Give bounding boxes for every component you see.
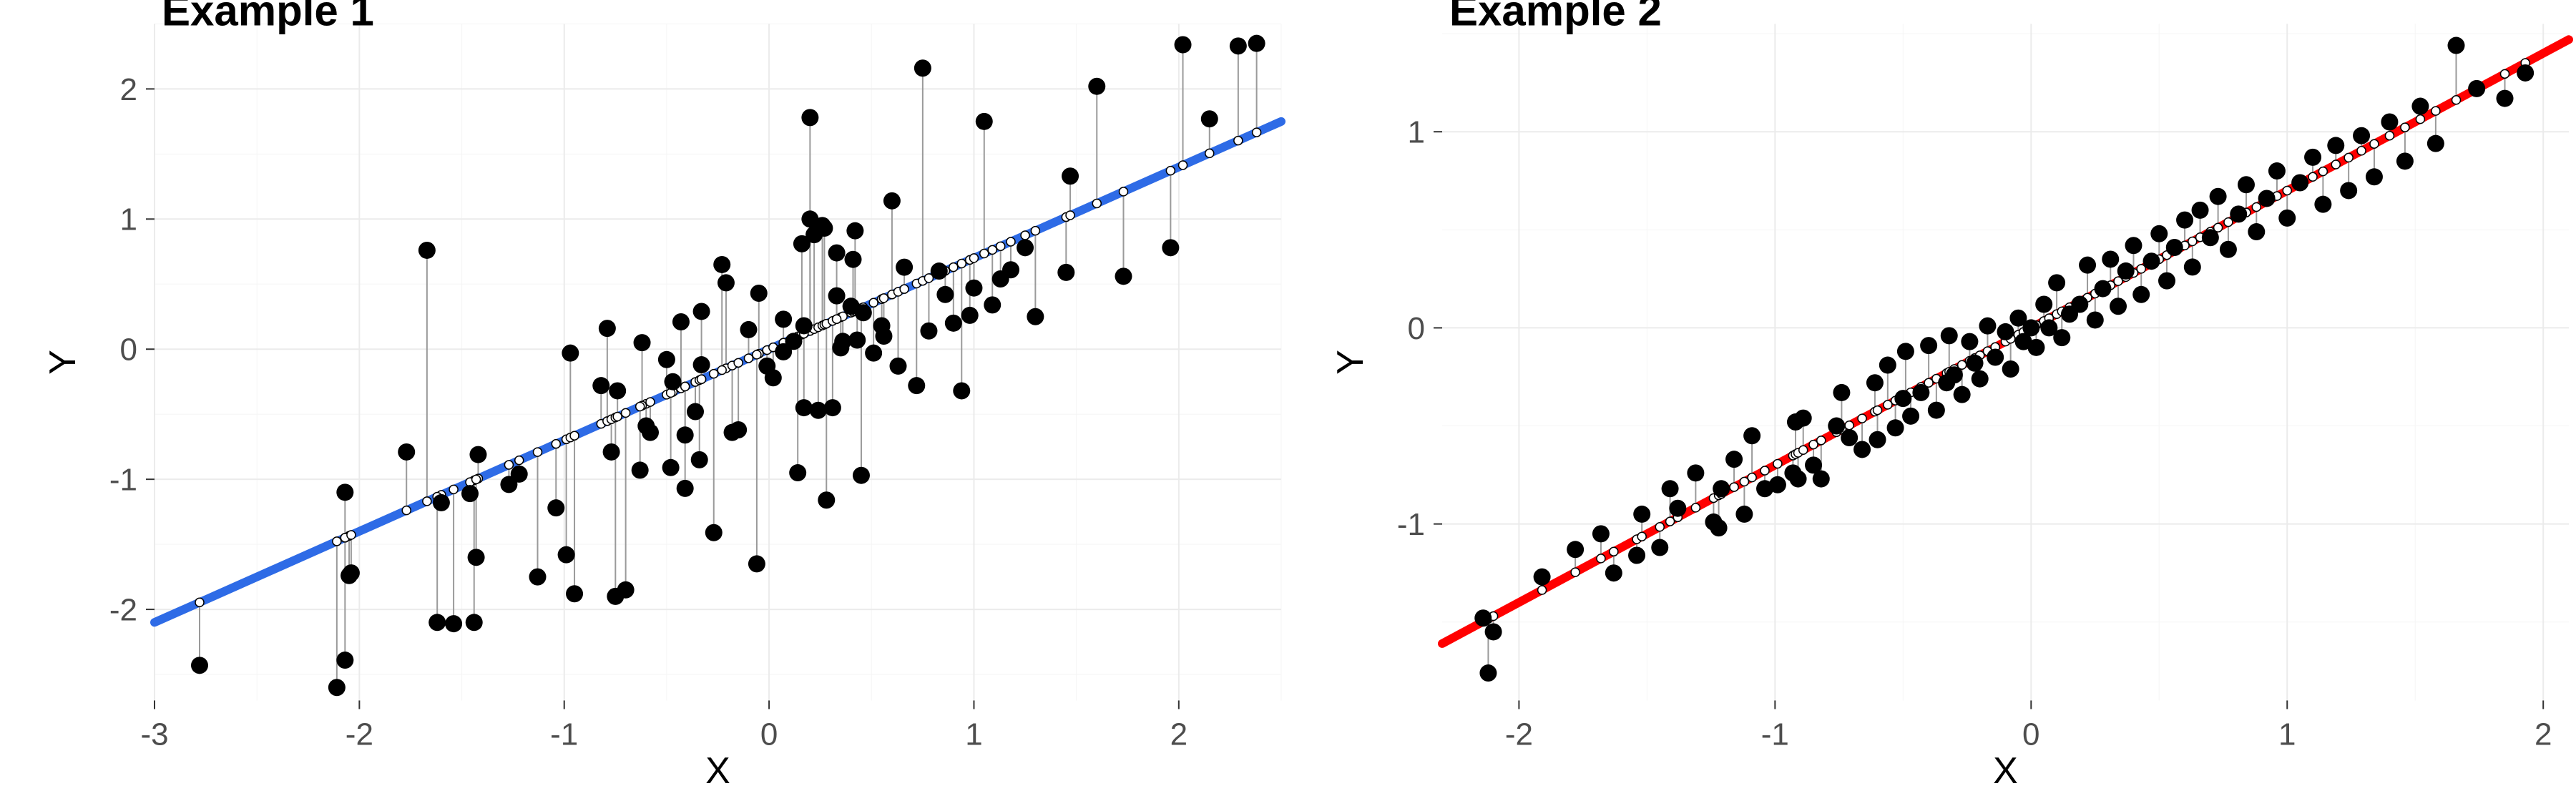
y-axis-title: Y — [42, 350, 84, 375]
svg-text:-3: -3 — [140, 717, 168, 752]
svg-text:-2: -2 — [346, 717, 373, 752]
svg-text:-2: -2 — [1505, 717, 1533, 752]
svg-text:-2: -2 — [109, 592, 137, 627]
svg-text:2: 2 — [2535, 717, 2552, 752]
chart-pair: -3 -2 -1 0 1 2 -2 -1 0 1 2 X Y Example 1 -2 -1 0 1 2 -1 0 1 X… — [0, 0, 2576, 796]
svg-text:2: 2 — [1170, 717, 1187, 752]
plot-title: Example 2 — [1449, 0, 1662, 34]
x-axis-title: X — [1993, 750, 2018, 792]
panel-example-2: -2 -1 0 1 2 -1 0 1 X Y Example 2 — [1288, 0, 2575, 796]
svg-text:0: 0 — [120, 333, 137, 368]
svg-text:0: 0 — [1408, 311, 1425, 346]
svg-text:1: 1 — [2278, 717, 2296, 752]
svg-text:1: 1 — [965, 717, 982, 752]
svg-text:1: 1 — [1408, 115, 1425, 150]
svg-text:1: 1 — [120, 202, 137, 237]
panel-example-1: -3 -2 -1 0 1 2 -2 -1 0 1 2 X Y Example 1 — [0, 0, 1288, 796]
svg-text:0: 0 — [2022, 717, 2039, 752]
svg-text:-1: -1 — [109, 463, 137, 498]
y-axis-title: Y — [1330, 350, 1371, 375]
svg-text:-1: -1 — [1397, 507, 1425, 542]
scatter-plot-1: -3 -2 -1 0 1 2 -2 -1 0 1 2 X Y Example 1 — [0, 0, 1288, 796]
svg-text:2: 2 — [120, 72, 137, 107]
scatter-plot-2: -2 -1 0 1 2 -1 0 1 X Y Example 2 — [1288, 0, 2575, 796]
plot-title: Example 1 — [162, 0, 374, 34]
x-axis-title: X — [705, 750, 730, 792]
svg-text:-1: -1 — [550, 717, 578, 752]
svg-text:0: 0 — [760, 717, 778, 752]
svg-text:-1: -1 — [1761, 717, 1789, 752]
